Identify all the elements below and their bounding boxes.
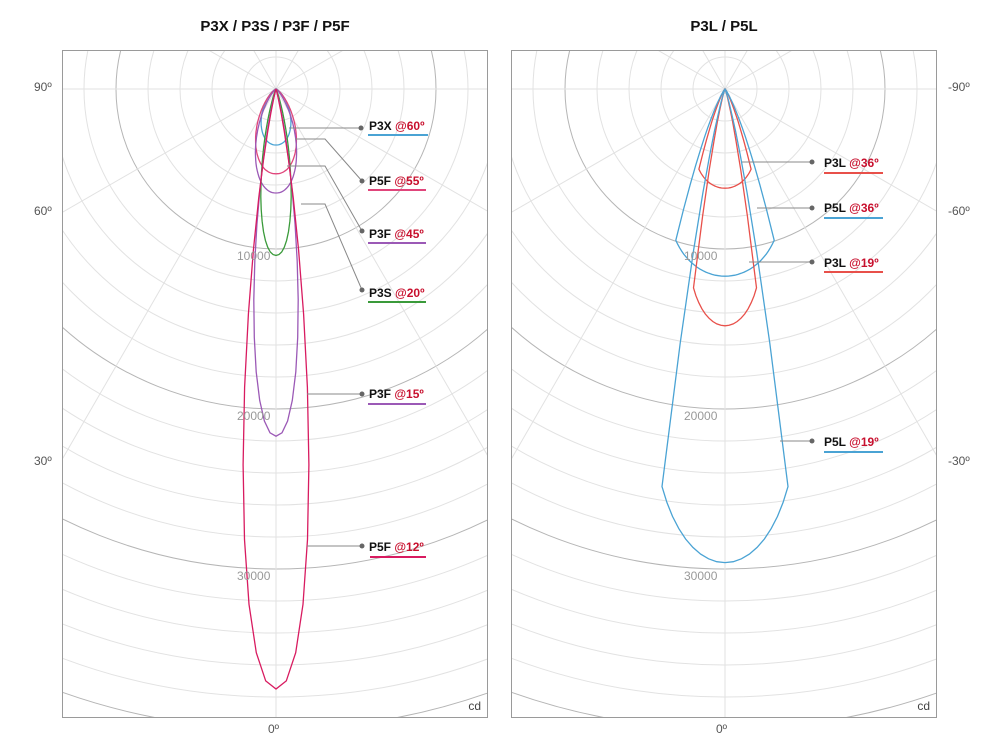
curve-p5l-36- <box>675 88 775 277</box>
grid-spoke <box>63 88 277 213</box>
legend-underline <box>824 217 883 219</box>
grid-spoke <box>275 88 487 212</box>
grid-spoke <box>512 88 726 459</box>
legend-underline <box>368 242 426 244</box>
unit-label: cd <box>468 699 481 713</box>
leader-line <box>287 165 363 232</box>
ring-label-30000: 30000 <box>237 569 271 583</box>
curve-p5l-19- <box>661 88 789 564</box>
legend-item-p3x-60: P3X @60º <box>369 119 425 133</box>
grid-spoke <box>275 88 487 456</box>
ring-label-20000: 20000 <box>237 409 271 423</box>
leader-dot <box>359 178 365 184</box>
unit-label: cd <box>917 699 930 713</box>
legend-item-p3s-20: P3S @20º <box>369 286 425 300</box>
legend-item-p5f-55: P5F @55º <box>369 174 424 188</box>
curve-p3f-45- <box>254 88 298 194</box>
leader-dot <box>358 125 364 131</box>
leader-dot <box>809 259 815 265</box>
chart-title-left: P3X / P3S / P3F / P5F <box>200 18 350 35</box>
legend-item-p3l-36: P3L @36º <box>824 156 879 170</box>
ring-label-30000: 30000 <box>684 569 718 583</box>
angle-label-60: 60º <box>34 204 52 218</box>
polar-plot-right: 10000 20000 30000 cd <box>511 50 937 718</box>
leader-line <box>301 203 363 291</box>
leader-line <box>295 138 363 182</box>
angle-label-neg30: -30º <box>948 454 970 468</box>
ring-label-10000: 10000 <box>237 249 271 263</box>
curve-p5f-12- <box>242 88 310 690</box>
legend-item-p5f-12: P5F @12º <box>369 540 424 554</box>
legend-underline <box>368 403 426 405</box>
chart-title-right: P3L / P5L <box>690 18 758 35</box>
grid-spoke <box>724 88 936 212</box>
ring-label-20000: 20000 <box>684 409 718 423</box>
grid-spoke <box>724 88 936 456</box>
legend-item-p5l-36: P5L @36º <box>824 201 879 215</box>
leader-dot <box>359 287 365 293</box>
legend-underline <box>368 301 426 303</box>
legend-underline <box>824 271 883 273</box>
curve-p5f-55- <box>254 88 298 175</box>
leader-dot <box>359 543 365 549</box>
angle-label-30: 30º <box>34 454 52 468</box>
grid-spoke <box>512 88 726 213</box>
angle-label-90: 90º <box>34 80 52 94</box>
angle-label-neg90: -90º <box>948 80 970 94</box>
polar-plot-left: 10000 20000 30000 cd <box>62 50 488 718</box>
leader-dot <box>809 159 815 165</box>
grid-spoke <box>63 88 277 459</box>
legend-underline <box>368 134 428 136</box>
polar-grid-left <box>63 51 487 717</box>
ring-label-10000: 10000 <box>684 249 718 263</box>
legend-underline <box>824 172 883 174</box>
leader-dot <box>359 228 365 234</box>
angle-label-0: 0º <box>268 722 280 736</box>
legend-item-p3l-19: P3L @19º <box>824 256 879 270</box>
legend-underline <box>370 556 426 558</box>
leader-dot <box>809 438 815 444</box>
legend-item-p3f-15: P3F @15º <box>369 387 424 401</box>
legend-underline <box>368 189 426 191</box>
leader-dot <box>809 205 815 211</box>
angle-label-neg60: -60º <box>948 204 970 218</box>
legend-item-p3f-45: P3F @45º <box>369 227 424 241</box>
polar-grid-right <box>512 51 936 717</box>
legend-item-p5l-19: P5L @19º <box>824 435 879 449</box>
legend-underline <box>824 451 883 453</box>
leader-dot <box>359 391 365 397</box>
angle-label-0: 0º <box>716 722 728 736</box>
